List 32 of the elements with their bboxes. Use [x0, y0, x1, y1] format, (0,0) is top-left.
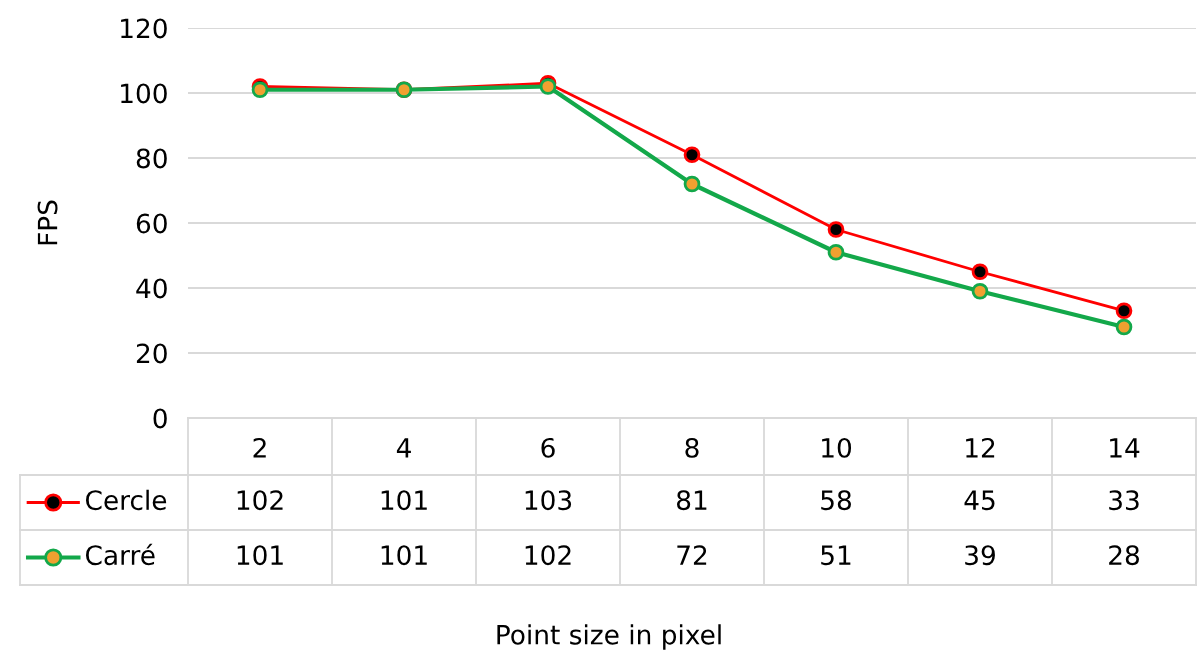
y-tick-label: 20 — [136, 343, 167, 364]
legend-label: Carré — [85, 543, 155, 566]
x-tick-label: 6 — [541, 437, 555, 458]
data-label: 102 — [237, 490, 283, 511]
data-label: 101 — [381, 490, 427, 511]
legend-label: Cercle — [85, 489, 167, 511]
x-tick-label: 12 — [966, 437, 995, 458]
x-tick-label: 4 — [396, 438, 411, 458]
data-label: 51 — [821, 545, 851, 566]
data-label: 28 — [1109, 545, 1139, 566]
x-tick-label: 8 — [685, 437, 699, 458]
y-tick-label: 40 — [136, 278, 167, 299]
data-label: 39 — [965, 545, 995, 566]
y-axis-title: FPS — [37, 200, 58, 245]
x-tick-label: 14 — [1110, 438, 1140, 458]
text: Point size in pixel — [497, 624, 721, 650]
data-label: 45 — [964, 490, 995, 511]
data-label: 72 — [677, 545, 707, 565]
data-label: 58 — [821, 490, 851, 511]
data-label: 101 — [237, 545, 283, 566]
data-label: 81 — [677, 490, 707, 511]
y-tick-label: 0 — [153, 408, 167, 429]
data-label: 102 — [525, 545, 571, 566]
data-label: 101 — [381, 545, 427, 566]
x-tick-label: 2 — [253, 437, 266, 458]
y-tick-label: 120 — [121, 18, 167, 39]
x-tick-label: 10 — [822, 437, 852, 458]
data-label: 103 — [525, 490, 572, 511]
y-tick-label: 100 — [121, 83, 167, 104]
y-tick-label: 80 — [136, 148, 167, 169]
y-tick-label: 60 — [136, 213, 167, 234]
data-label: 33 — [1109, 490, 1139, 511]
